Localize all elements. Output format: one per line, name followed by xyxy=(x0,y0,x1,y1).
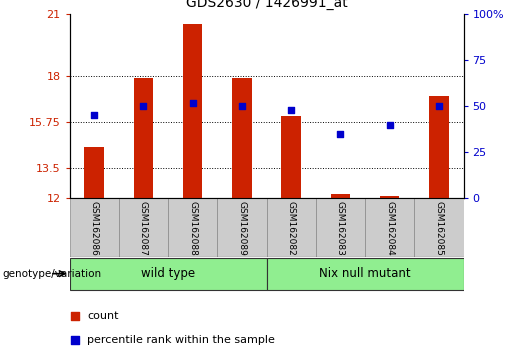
Bar xyxy=(365,198,414,257)
Point xyxy=(287,107,295,113)
Text: GSM162085: GSM162085 xyxy=(434,201,443,256)
Point xyxy=(188,100,197,105)
Bar xyxy=(84,147,104,198)
Text: GSM162082: GSM162082 xyxy=(287,201,296,256)
Bar xyxy=(316,198,365,257)
Bar xyxy=(281,116,301,198)
Point xyxy=(71,313,79,319)
Text: GSM162083: GSM162083 xyxy=(336,201,345,256)
Bar xyxy=(414,198,464,257)
Bar xyxy=(70,258,267,290)
Bar xyxy=(429,96,449,198)
Point xyxy=(71,337,79,342)
Bar xyxy=(267,198,316,257)
Bar xyxy=(119,198,168,257)
Bar xyxy=(380,196,400,198)
Bar xyxy=(331,194,350,198)
Text: GSM162084: GSM162084 xyxy=(385,201,394,256)
Title: GDS2630 / 1426991_at: GDS2630 / 1426991_at xyxy=(185,0,348,10)
Point xyxy=(90,113,98,118)
Text: GSM162087: GSM162087 xyxy=(139,201,148,256)
Point xyxy=(139,103,147,109)
Text: count: count xyxy=(88,311,119,321)
Bar xyxy=(183,24,202,198)
Bar xyxy=(232,78,252,198)
Point xyxy=(435,103,443,109)
Point xyxy=(386,122,394,127)
Text: Nix null mutant: Nix null mutant xyxy=(319,267,411,280)
Bar xyxy=(217,198,267,257)
Text: GSM162089: GSM162089 xyxy=(237,201,246,256)
Bar xyxy=(70,198,119,257)
Text: wild type: wild type xyxy=(141,267,195,280)
Point xyxy=(238,103,246,109)
Text: GSM162086: GSM162086 xyxy=(90,201,99,256)
Bar xyxy=(267,258,464,290)
Text: percentile rank within the sample: percentile rank within the sample xyxy=(88,335,276,344)
Bar xyxy=(168,198,217,257)
Point xyxy=(336,131,345,137)
Text: genotype/variation: genotype/variation xyxy=(3,269,101,279)
Text: GSM162088: GSM162088 xyxy=(188,201,197,256)
Bar xyxy=(133,78,153,198)
